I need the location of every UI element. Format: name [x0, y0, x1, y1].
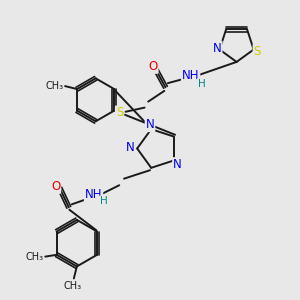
Text: CH₃: CH₃: [64, 281, 82, 291]
Text: N: N: [146, 118, 154, 131]
Text: CH₃: CH₃: [26, 252, 44, 262]
Text: O: O: [148, 60, 158, 73]
Text: NH: NH: [182, 69, 200, 82]
Text: N: N: [213, 41, 221, 55]
Text: N: N: [126, 141, 135, 154]
Text: N: N: [173, 158, 182, 171]
Text: CH₃: CH₃: [45, 81, 63, 91]
Text: O: O: [51, 180, 60, 193]
Text: H: H: [198, 79, 206, 89]
Text: S: S: [116, 106, 123, 119]
Text: NH: NH: [85, 188, 102, 201]
Text: H: H: [100, 196, 108, 206]
Text: S: S: [254, 44, 261, 58]
